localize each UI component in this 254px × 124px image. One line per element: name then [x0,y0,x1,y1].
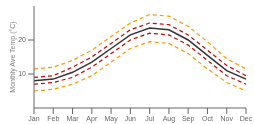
svg-text:Feb: Feb [47,115,59,122]
svg-text:Dec: Dec [240,115,246,122]
svg-text:May: May [104,115,118,123]
svg-text:Aug: Aug [163,115,176,123]
svg-text:Jan: Jan [28,115,39,122]
svg-text:Jun: Jun [125,115,136,122]
svg-text:10: 10 [18,70,26,77]
svg-text:Jul: Jul [145,115,154,122]
svg-text:Mar: Mar [67,115,80,122]
svg-text:Apr: Apr [86,115,98,123]
svg-text:Sep: Sep [182,115,195,123]
svg-text:20: 20 [18,36,26,43]
svg-text:Nov: Nov [221,115,234,122]
svg-text:Monthly Ave Temp (°C): Monthly Ave Temp (°C) [9,21,17,92]
svg-text:Oct: Oct [202,115,213,122]
